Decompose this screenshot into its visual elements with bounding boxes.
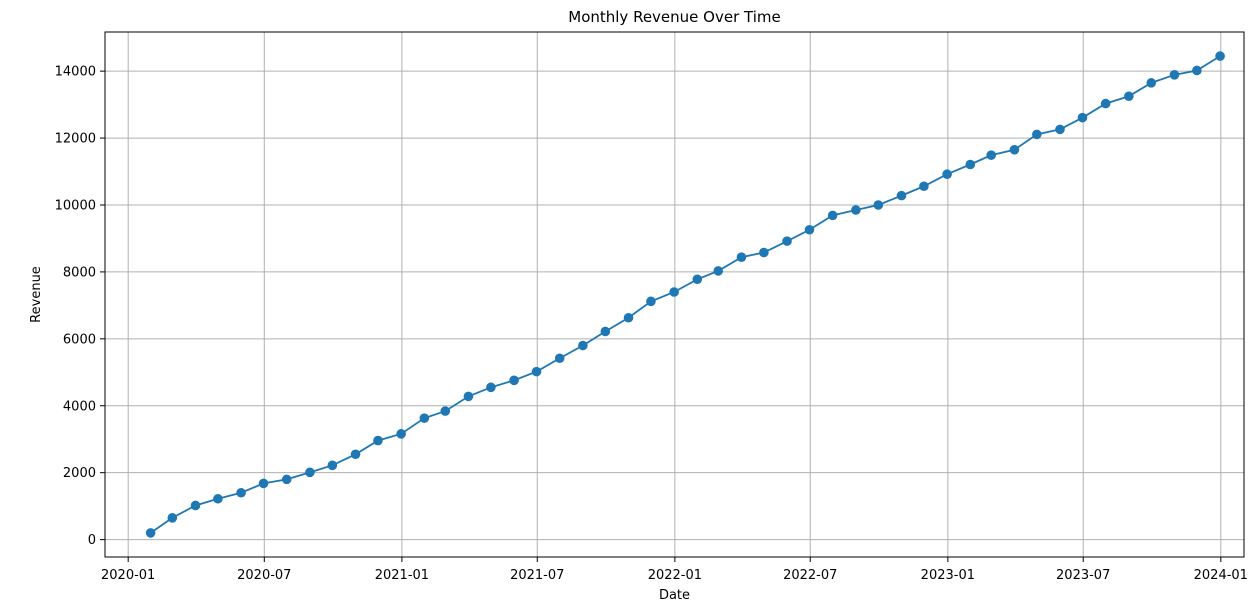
- x-tick-label: 2023-01: [921, 568, 975, 583]
- data-point: [440, 406, 451, 416]
- y-tick-label: 10000: [55, 198, 96, 213]
- x-tick-label: 2024-01: [1194, 568, 1248, 583]
- x-tick-label: 2023-07: [1056, 568, 1110, 583]
- data-point: [190, 500, 201, 511]
- data-point: [350, 449, 361, 460]
- x-tick-label: 2020-01: [101, 568, 155, 583]
- data-point: [554, 353, 565, 364]
- grid-layer: [105, 32, 1244, 557]
- x-axis-title: Date: [659, 588, 690, 603]
- y-tick-label: 6000: [63, 332, 96, 347]
- y-tick-label: 12000: [55, 132, 96, 147]
- y-tick-label: 8000: [63, 265, 96, 280]
- data-point: [669, 287, 679, 297]
- data-point: [646, 296, 656, 307]
- data-point: [1032, 129, 1042, 140]
- x-tick-label: 2022-01: [648, 568, 702, 583]
- chart-title: Monthly Revenue Over Time: [568, 8, 780, 26]
- data-point: [1146, 78, 1157, 88]
- data-point: [531, 366, 542, 377]
- x-tick-label: 2020-07: [237, 568, 291, 583]
- data-point: [965, 159, 976, 170]
- data-point: [258, 478, 269, 489]
- data-point: [1009, 144, 1020, 155]
- data-point: [1192, 65, 1202, 76]
- data-point: [419, 413, 430, 423]
- data-point: [827, 210, 838, 221]
- data-point: [986, 150, 997, 160]
- data-point: [804, 224, 815, 235]
- y-tick-label: 14000: [55, 65, 96, 80]
- data-point: [145, 528, 156, 538]
- data-point: [509, 375, 519, 386]
- data-point: [736, 252, 747, 262]
- data-point: [919, 181, 929, 192]
- data-point: [600, 326, 611, 337]
- data-point: [1215, 51, 1225, 61]
- x-tick-label: 2021-01: [375, 568, 429, 583]
- data-point: [305, 467, 315, 478]
- data-point: [281, 474, 292, 485]
- data-point: [373, 435, 383, 446]
- data-point: [486, 382, 496, 393]
- data-point: [942, 169, 952, 180]
- data-point: [692, 274, 703, 285]
- y-tick-label: 0: [88, 533, 96, 548]
- data-point: [463, 391, 474, 402]
- data-point: [873, 200, 884, 210]
- data-point: [851, 205, 861, 215]
- data-point: [1169, 70, 1180, 80]
- data-point: [759, 247, 769, 258]
- data-point: [167, 513, 178, 523]
- ticks-layer: 2020-01 2020-07 2021-01 2021-07 2022-01 2022-…: [55, 65, 1248, 583]
- data-point: [1124, 91, 1134, 102]
- data-point: [713, 266, 724, 276]
- data-point: [327, 460, 338, 471]
- x-tick-label: 2022-07: [783, 568, 837, 583]
- y-axis-title: Revenue: [29, 266, 44, 323]
- y-tick-label: 2000: [63, 466, 96, 481]
- data-point: [236, 487, 246, 498]
- data-point: [1077, 112, 1088, 123]
- x-tick-label: 2021-07: [510, 568, 564, 583]
- data-point: [1100, 98, 1111, 109]
- data-point: [396, 429, 406, 439]
- data-point: [578, 340, 588, 351]
- y-tick-label: 4000: [63, 399, 96, 414]
- data-point: [1055, 124, 1065, 135]
- series-layer: [145, 51, 1225, 538]
- data-point: [623, 312, 634, 323]
- data-point: [213, 493, 223, 504]
- data-point: [782, 236, 792, 246]
- data-point: [896, 190, 907, 201]
